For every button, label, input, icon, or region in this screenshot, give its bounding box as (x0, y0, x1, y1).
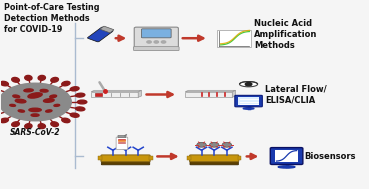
Ellipse shape (243, 108, 254, 109)
Ellipse shape (239, 82, 258, 87)
FancyBboxPatch shape (235, 95, 262, 107)
Ellipse shape (12, 122, 19, 127)
Circle shape (210, 142, 219, 147)
Text: SARS-CoV-2: SARS-CoV-2 (10, 128, 60, 137)
Text: Lateral Flow/
ELISA/CLIA: Lateral Flow/ ELISA/CLIA (265, 84, 327, 105)
Ellipse shape (31, 114, 39, 116)
FancyBboxPatch shape (190, 161, 238, 165)
Ellipse shape (25, 124, 32, 129)
Circle shape (154, 41, 158, 43)
FancyBboxPatch shape (101, 155, 150, 162)
Circle shape (0, 83, 71, 121)
Circle shape (161, 41, 166, 43)
Bar (275, 150, 298, 162)
Bar (217, 30, 251, 47)
Circle shape (245, 82, 252, 86)
Ellipse shape (40, 89, 48, 92)
Ellipse shape (76, 93, 85, 97)
Ellipse shape (29, 108, 41, 112)
Polygon shape (185, 92, 232, 97)
Ellipse shape (38, 75, 45, 80)
Circle shape (197, 142, 206, 147)
Bar (149, 156, 153, 160)
Ellipse shape (51, 122, 58, 127)
Ellipse shape (28, 93, 42, 98)
Ellipse shape (38, 124, 45, 129)
Text: Nucleic Acid
Amplification
Methods: Nucleic Acid Amplification Methods (254, 19, 317, 50)
FancyBboxPatch shape (116, 137, 128, 149)
FancyBboxPatch shape (118, 135, 126, 138)
Ellipse shape (0, 81, 8, 86)
FancyBboxPatch shape (101, 161, 150, 165)
Text: Point-of-Care Testing
Detection Methods
for COVID-19: Point-of-Care Testing Detection Methods … (4, 3, 100, 34)
Ellipse shape (24, 89, 33, 92)
Ellipse shape (15, 99, 26, 103)
Ellipse shape (46, 110, 52, 112)
Circle shape (147, 41, 151, 43)
Ellipse shape (54, 104, 60, 106)
Ellipse shape (278, 166, 295, 168)
Polygon shape (232, 90, 235, 97)
Bar (238, 156, 241, 160)
Text: Biosensors: Biosensors (305, 152, 356, 161)
Ellipse shape (62, 81, 70, 86)
FancyBboxPatch shape (270, 148, 303, 164)
FancyBboxPatch shape (87, 27, 113, 42)
Bar (95, 93, 102, 96)
Ellipse shape (50, 95, 56, 98)
Ellipse shape (44, 99, 54, 102)
Ellipse shape (62, 118, 70, 123)
FancyBboxPatch shape (141, 29, 171, 38)
Ellipse shape (51, 77, 58, 82)
Ellipse shape (70, 113, 79, 117)
Bar (187, 156, 191, 160)
Polygon shape (91, 90, 141, 92)
Ellipse shape (76, 107, 85, 111)
Polygon shape (138, 90, 141, 97)
FancyBboxPatch shape (134, 47, 179, 51)
FancyBboxPatch shape (190, 155, 239, 162)
FancyBboxPatch shape (100, 26, 114, 33)
Ellipse shape (10, 104, 15, 106)
Ellipse shape (0, 118, 8, 123)
Ellipse shape (13, 95, 20, 98)
FancyBboxPatch shape (134, 27, 178, 50)
Ellipse shape (25, 75, 32, 80)
Polygon shape (185, 90, 235, 92)
Bar (99, 156, 102, 160)
Circle shape (222, 142, 232, 147)
Ellipse shape (70, 87, 79, 91)
Ellipse shape (77, 100, 87, 104)
Polygon shape (91, 92, 138, 97)
Ellipse shape (12, 77, 19, 82)
Bar (238, 97, 259, 105)
Ellipse shape (18, 110, 24, 112)
